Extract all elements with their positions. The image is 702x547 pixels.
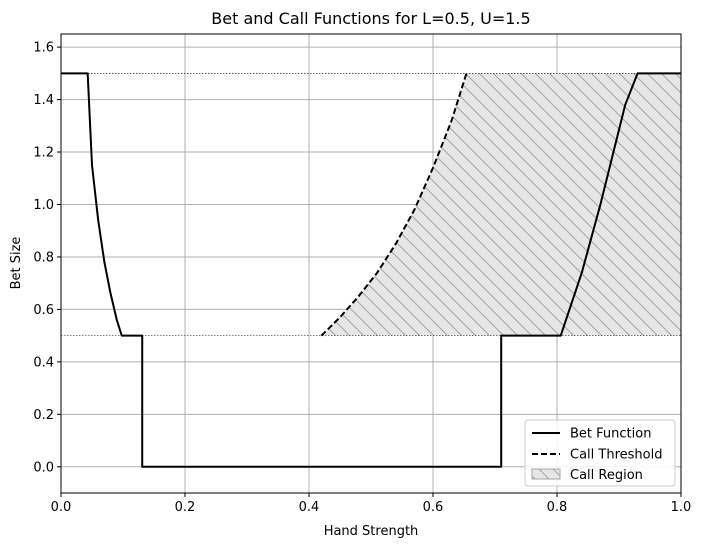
y-tick-label: 0.8 — [33, 250, 54, 265]
x-axis-ticks: 0.0 0.2 0.4 0.6 0.8 1.0 — [51, 493, 692, 515]
legend-label-call-threshold: Call Threshold — [570, 448, 662, 463]
chart-title: Bet and Call Functions for L=0.5, U=1.5 — [211, 9, 530, 28]
y-tick-label: 1.6 — [33, 41, 54, 56]
x-tick-label: 0.6 — [423, 500, 444, 515]
y-tick-label: 0.6 — [33, 303, 54, 318]
legend: Bet Function Call Threshold Call Region — [524, 419, 676, 487]
y-axis-ticks: 0.0 0.2 0.4 0.6 0.8 1.0 1.2 1.4 1.6 — [33, 41, 61, 475]
legend-box — [524, 419, 676, 487]
legend-swatch-call-region — [531, 468, 561, 480]
y-axis-label: Bet Size — [9, 237, 24, 290]
reference-lines — [61, 73, 681, 336]
y-tick-label: 0.0 — [33, 460, 54, 475]
x-tick-label: 0.0 — [51, 500, 72, 515]
call-region-fill — [321, 73, 681, 336]
bet-function-line — [61, 72, 681, 468]
x-tick-label: 0.2 — [175, 500, 196, 515]
x-tick-label: 1.0 — [671, 500, 692, 515]
plot-frame — [60, 33, 682, 494]
y-tick-label: 1.4 — [33, 93, 54, 108]
call-region-layer — [321, 73, 681, 336]
x-tick-label: 0.4 — [299, 500, 320, 515]
legend-label-call-region: Call Region — [570, 468, 643, 483]
y-tick-label: 0.2 — [33, 408, 54, 423]
y-tick-label: 1.2 — [33, 146, 54, 161]
x-axis-label: Hand Strength — [324, 524, 419, 539]
legend-label-bet-function: Bet Function — [570, 427, 651, 442]
x-tick-label: 0.8 — [547, 500, 568, 515]
y-tick-label: 1.0 — [33, 198, 54, 213]
series-lines — [61, 72, 681, 468]
y-tick-label: 0.4 — [33, 355, 54, 370]
call-threshold-line — [320, 73, 468, 337]
